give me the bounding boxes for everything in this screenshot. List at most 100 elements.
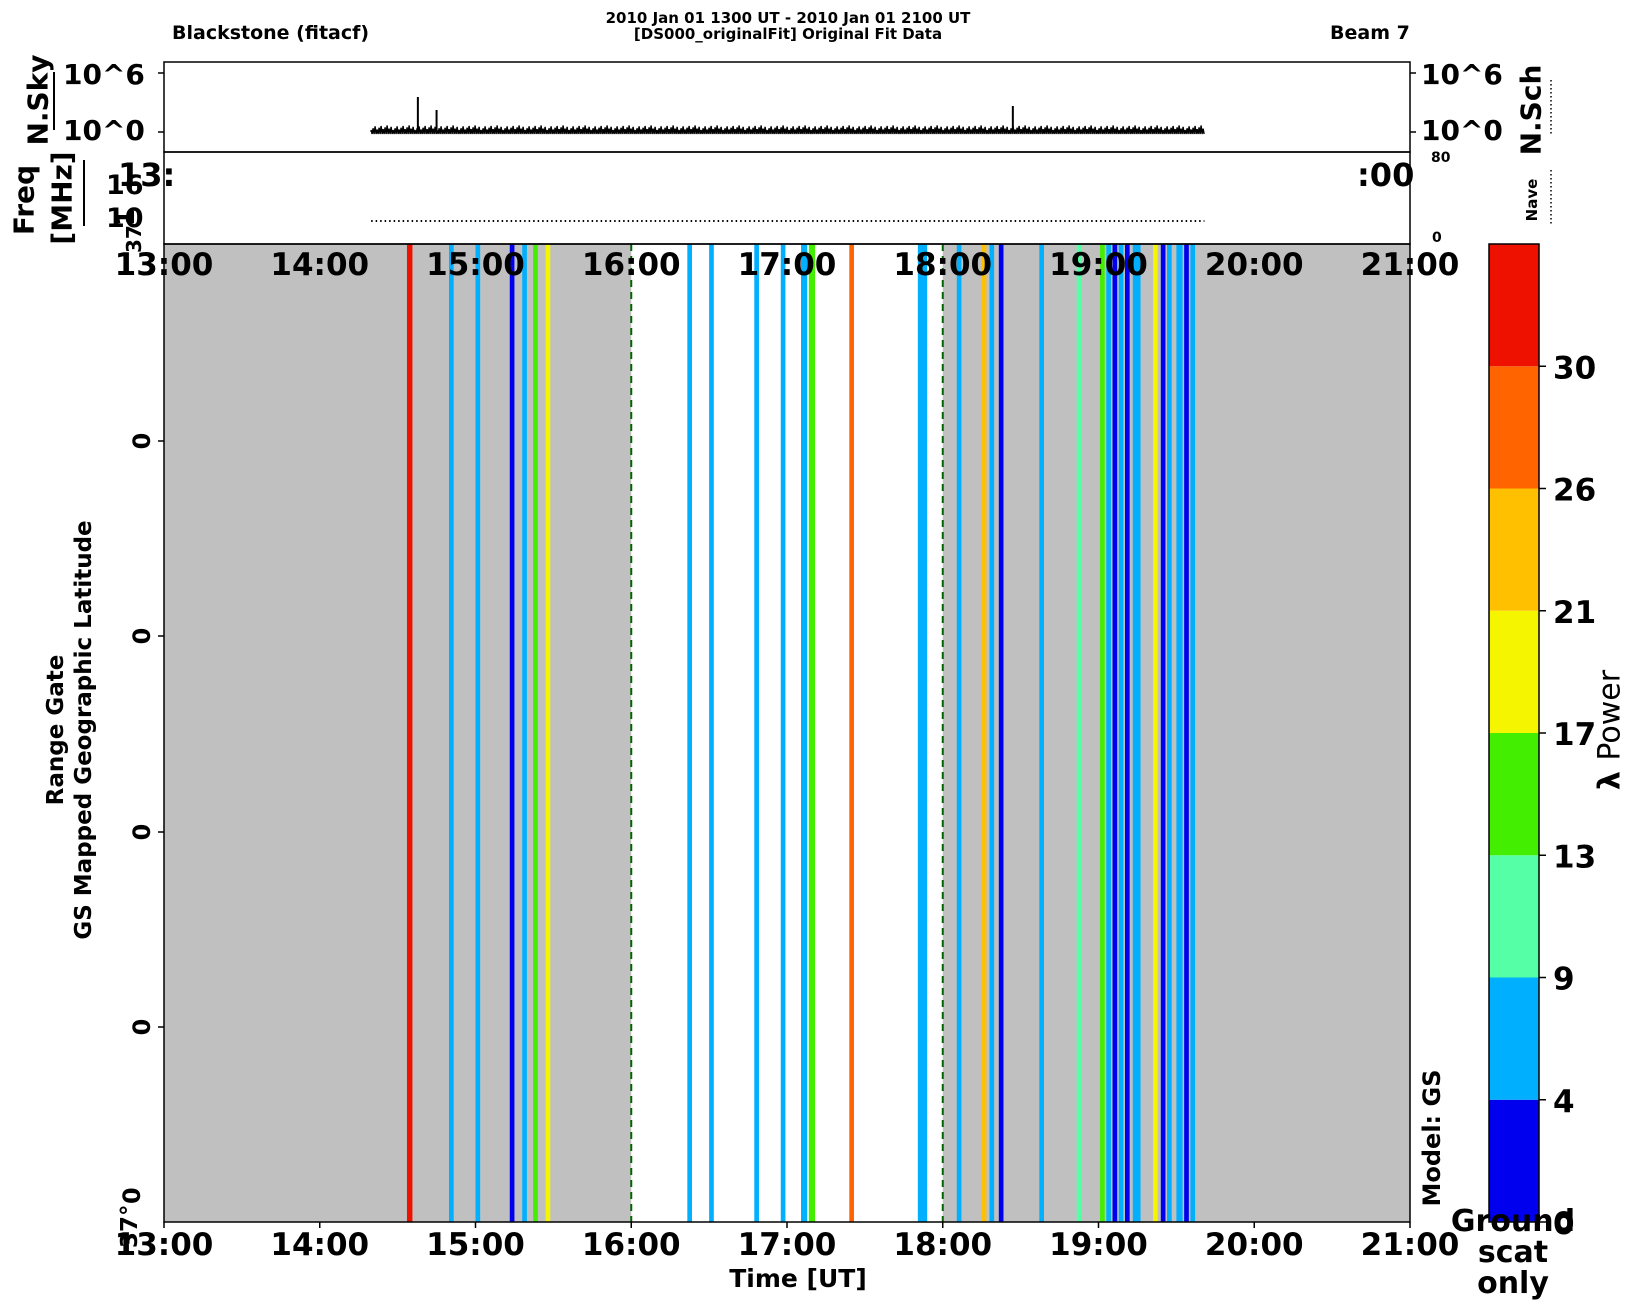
freq-panel-frame [163,151,1411,245]
colorbar-segment-0 [1489,1099,1539,1222]
data-stripe-9 [754,244,759,1222]
colorbar-tick-label-3: 17 [1553,717,1596,753]
colorbar-segment-2 [1489,855,1539,978]
colorbar-segment-6 [1489,366,1539,489]
data-stripe-15 [956,244,962,1222]
y-bottom-gate: 0 [118,1187,146,1204]
x-tick-label-top-2: 15:00 [426,247,525,283]
y-tick-label-2: 0 [128,824,156,841]
freq-overlap-low-2: 37° [122,215,146,253]
y-bottom-lat: 37° [117,1204,143,1248]
noise-sky-line [370,125,1205,135]
freq-overlap-right: :00 [1357,156,1415,194]
y-label-range-gate: Range Gate [43,654,69,806]
noise-panel-frame [163,61,1411,153]
data-stripe-28 [1160,244,1166,1222]
gray-region-0 [164,244,632,1222]
nsch-label: N.Sch [1514,64,1548,156]
x-tick-label-8: 21:00 [1361,1227,1460,1263]
colorbar-label-symbol: λ [1592,771,1626,791]
colorbar-tick-label-4: 13 [1553,839,1596,875]
colorbar-tick-label-2: 21 [1553,595,1596,631]
x-tick-label-7: 20:00 [1205,1227,1304,1263]
y-tick-label-3: 0 [128,1019,156,1036]
data-stripe-30 [1176,244,1183,1222]
x-tick-label-0: 13:00 [115,1227,214,1263]
colorbar-tick-label-6: 4 [1553,1084,1575,1120]
beam-label: Beam 7 [1330,22,1410,44]
x-tick-label-3: 16:00 [582,1227,681,1263]
data-stripe-16 [981,244,987,1222]
y-tick-label-1: 0 [128,628,156,645]
nave-label: Nave [1523,178,1541,222]
data-stripe-13 [849,244,854,1222]
data-stripe-26 [1132,244,1141,1222]
data-stripe-3 [509,244,515,1222]
ground-scatter-label: Ground scat only [1448,1206,1578,1299]
data-stripe-6 [545,244,551,1222]
ground-label-line-1: Ground [1450,1204,1576,1239]
data-stripe-20 [1076,244,1082,1222]
x-tick-label-2: 15:00 [426,1227,525,1263]
data-stripe-5 [533,244,538,1222]
data-stripe-2 [475,244,481,1222]
nsch-tick-high: 10^6 [1421,58,1503,91]
x-tick-label-6: 19:00 [1049,1227,1148,1263]
gray-region-3 [1191,244,1410,1222]
nsky-tick-low: 10^0 [63,114,145,147]
colorbar-segment-1 [1489,977,1539,1100]
data-stripe-18 [998,244,1004,1222]
x-tick-label-top-8: 21:00 [1361,247,1460,283]
mhz-label: [MHz] [45,151,79,245]
data-stripe-1 [449,244,454,1222]
x-tick-label-top-6: 19:00 [1049,247,1148,283]
data-stripe-25 [1124,244,1130,1222]
freq-tick-10: 10 [106,203,144,234]
ground-label-line-3: only [1477,1266,1549,1301]
x-tick-label-4: 17:00 [738,1227,837,1263]
data-stripe-32 [1190,244,1196,1222]
data-stripe-12 [808,244,816,1222]
data-stripe-17 [989,244,995,1222]
colorbar-tick-label-0: 30 [1553,350,1596,386]
data-stripe-0 [406,244,413,1222]
model-label: Model: GS [1418,1069,1446,1207]
freq-label: Freq [7,164,41,236]
colorbar-tick-label-5: 9 [1553,962,1575,998]
plot-subtitle: [DS000_originalFit] Original Fit Data [633,25,943,43]
data-stripe-7 [687,244,692,1222]
y-label-latitude: GS Mapped Geographic Latitude [71,520,97,940]
nsky-label: N.Sky [21,54,55,146]
colorbar-tick-label-1: 26 [1553,473,1596,509]
data-stripe-23 [1112,244,1118,1222]
data-stripe-10 [780,244,786,1222]
colorbar-segment-4 [1489,610,1539,733]
radar-name: Blackstone (fitacf) [172,22,370,44]
data-stripe-8 [709,244,714,1222]
x-label: Time [UT] [729,1264,867,1293]
colorbar-label-word: Power [1592,669,1626,761]
data-stripe-24 [1118,244,1124,1222]
freq-overlap-left: 13: [118,156,176,194]
nave-tick-0: 0 [1432,230,1442,246]
data-stripe-19 [1039,244,1044,1222]
colorbar-segment-5 [1489,488,1539,611]
data-stripe-31 [1184,244,1189,1222]
colorbar-segment-7 [1489,244,1539,367]
x-tick-label-top-3: 16:00 [582,247,681,283]
x-tick-label-top-1: 14:00 [270,247,369,283]
nave-tick-80: 80 [1431,150,1451,166]
x-tick-label-top-5: 18:00 [893,247,992,283]
data-stripe-14 [917,244,928,1222]
nsky-tick-high: 10^6 [63,58,145,91]
data-stripe-22 [1106,244,1111,1222]
ground-label-line-2: scat [1477,1235,1549,1270]
colorbar-label: λ Power [1593,670,1626,790]
x-tick-label-top-7: 20:00 [1205,247,1304,283]
colorbar-tick-label-7: 0 [1553,1206,1575,1242]
x-tick-label-5: 18:00 [893,1227,992,1263]
freq-tick-16: 16 [106,170,144,201]
data-stripe-27 [1153,244,1158,1222]
x-tick-label-1: 14:00 [270,1227,369,1263]
